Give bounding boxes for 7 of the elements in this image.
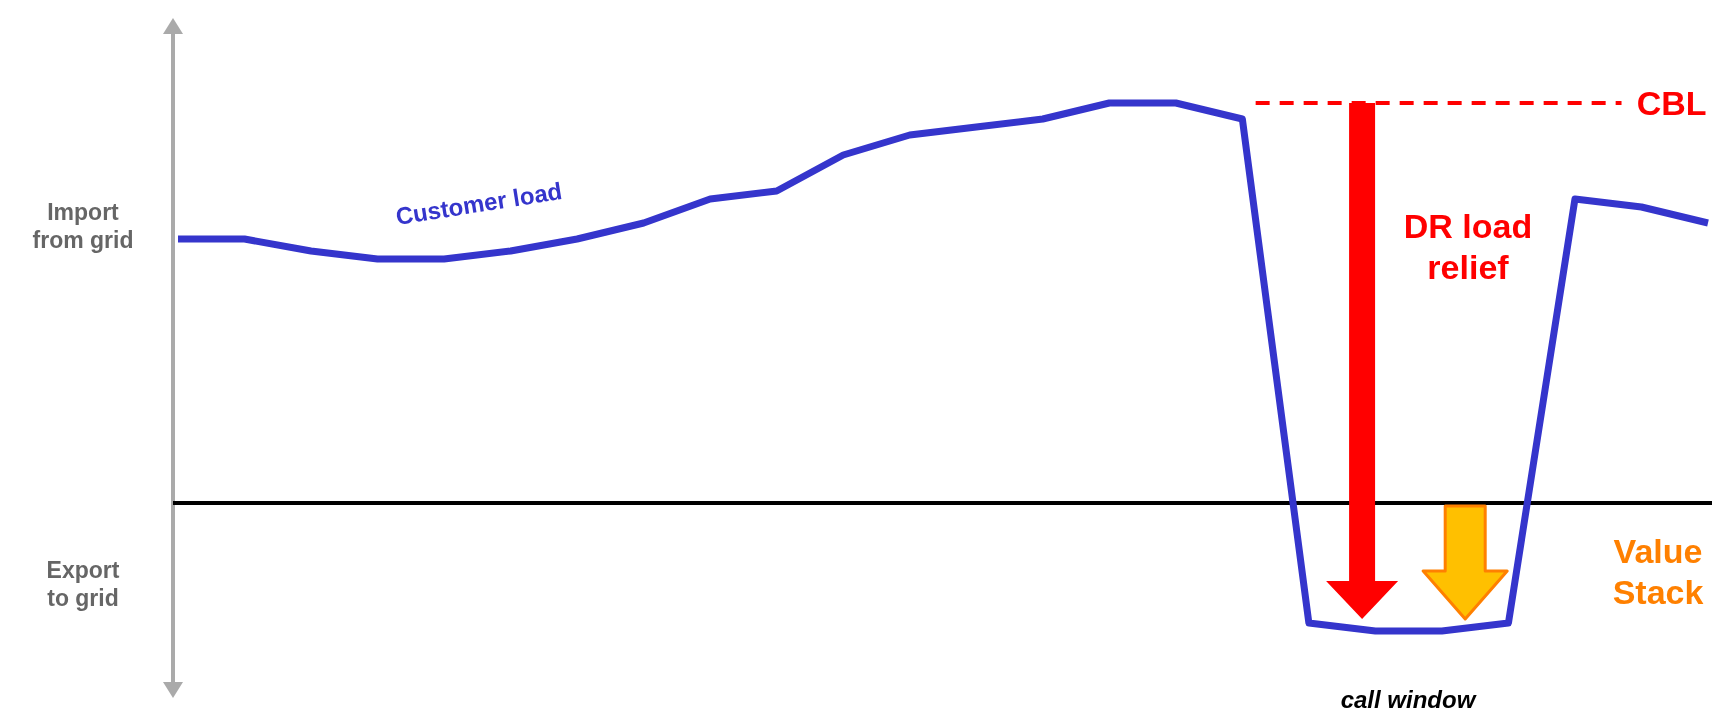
text: call window (1340, 686, 1477, 713)
text: Customer load (393, 176, 564, 230)
text: Import from grid (32, 199, 134, 253)
text: Export to grid (46, 557, 120, 611)
annotation: DR load relief (1403, 207, 1533, 286)
annotation: Value Stack (1612, 532, 1704, 611)
ref-line-label: CBL (1636, 84, 1707, 122)
